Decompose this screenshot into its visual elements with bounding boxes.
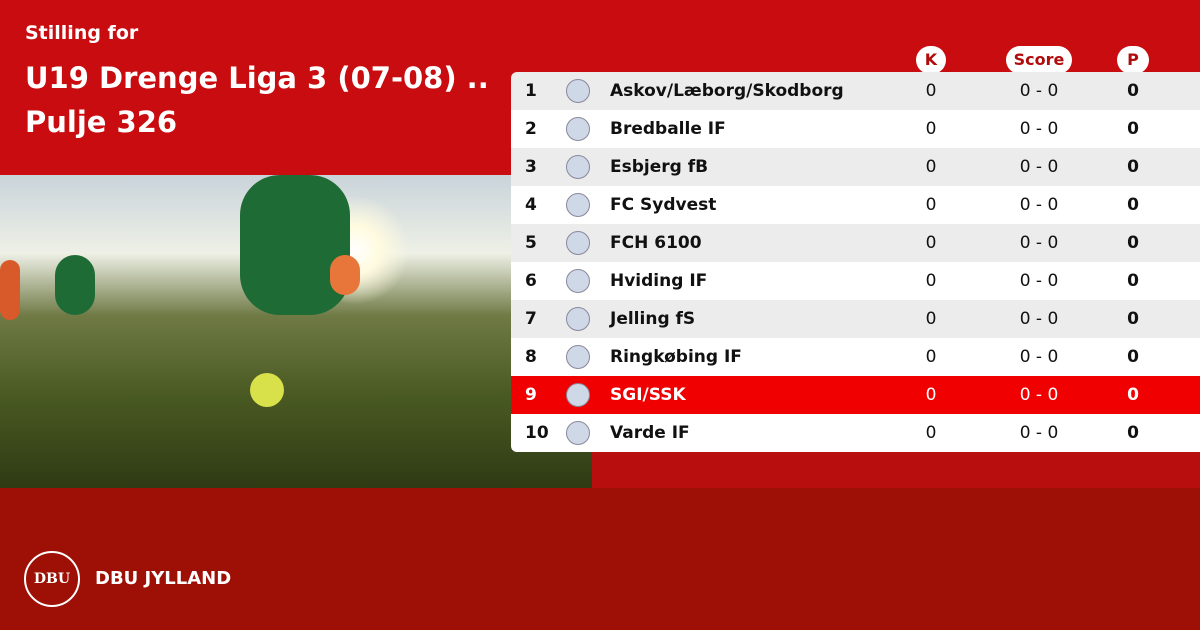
table-row[interactable]: 9 SGI/SSK 0 0 - 0 0: [511, 376, 1200, 414]
table-row[interactable]: 5 FCH 6100 0 0 - 0 0: [511, 224, 1200, 262]
position: 4: [525, 195, 537, 215]
team-logo-icon: [566, 231, 590, 255]
score-value: 0 - 0: [1019, 195, 1059, 215]
k-value: 0: [925, 309, 937, 329]
score-value: 0 - 0: [1019, 385, 1059, 405]
team-name: FCH 6100: [610, 233, 702, 253]
team-logo-icon: [566, 421, 590, 445]
points-value: 0: [1127, 157, 1139, 177]
team-name: FC Sydvest: [610, 195, 717, 215]
team-name: Askov/Læborg/Skodborg: [610, 81, 844, 101]
score-value: 0 - 0: [1019, 157, 1059, 177]
table-row[interactable]: 3 Esbjerg fB 0 0 - 0 0: [511, 148, 1200, 186]
team-name: Ringkøbing IF: [610, 347, 742, 367]
dbu-logo: DBU: [24, 551, 80, 607]
points-value: 0: [1127, 385, 1139, 405]
points-value: 0: [1127, 423, 1139, 443]
points-value: 0: [1127, 271, 1139, 291]
k-value: 0: [925, 271, 937, 291]
k-value: 0: [925, 119, 937, 139]
team-logo-icon: [566, 269, 590, 293]
position: 1: [525, 81, 537, 101]
points-value: 0: [1127, 347, 1139, 367]
team-name: Hviding IF: [610, 271, 708, 291]
score-value: 0 - 0: [1019, 271, 1059, 291]
standings-table: 1 Askov/Læborg/Skodborg 0 0 - 0 0 2 Bredballe …: [511, 72, 1200, 452]
k-value: 0: [925, 233, 937, 253]
team-logo-icon: [566, 79, 590, 103]
position: 5: [525, 233, 537, 253]
table-row[interactable]: 4 FC Sydvest 0 0 - 0 0: [511, 186, 1200, 224]
k-value: 0: [925, 385, 937, 405]
points-value: 0: [1127, 81, 1139, 101]
score-value: 0 - 0: [1019, 309, 1059, 329]
points-value: 0: [1127, 195, 1139, 215]
k-value: 0: [925, 195, 937, 215]
brand-name: DBU JYLLAND: [95, 568, 232, 589]
team-name: Esbjerg fB: [610, 157, 709, 177]
position: 7: [525, 309, 537, 329]
football-photo: [0, 175, 592, 488]
team-logo-icon: [566, 383, 590, 407]
score-value: 0 - 0: [1019, 423, 1059, 443]
k-value: 0: [925, 347, 937, 367]
table-row[interactable]: 7 Jelling fS 0 0 - 0 0: [511, 300, 1200, 338]
table-row[interactable]: 2 Bredballe IF 0 0 - 0 0: [511, 110, 1200, 148]
column-header-score: Score: [1006, 46, 1072, 74]
column-header-p: P: [1117, 46, 1149, 74]
position: 3: [525, 157, 537, 177]
team-logo-icon: [566, 345, 590, 369]
points-value: 0: [1127, 233, 1139, 253]
page-title: U19 Drenge Liga 3 (07-08) .. Pulje 326: [25, 61, 489, 139]
subtitle: Stilling for: [25, 22, 139, 44]
team-name: Jelling fS: [610, 309, 696, 329]
team-name: Varde IF: [610, 423, 690, 443]
table-row[interactable]: 8 Ringkøbing IF 0 0 - 0 0: [511, 338, 1200, 376]
team-logo-icon: [566, 155, 590, 179]
position: 10: [525, 423, 549, 443]
k-value: 0: [925, 157, 937, 177]
score-value: 0 - 0: [1019, 119, 1059, 139]
score-value: 0 - 0: [1019, 81, 1059, 101]
team-name: SGI/SSK: [610, 385, 686, 405]
table-row[interactable]: 6 Hviding IF 0 0 - 0 0: [511, 262, 1200, 300]
position: 2: [525, 119, 537, 139]
team-logo-icon: [566, 307, 590, 331]
table-row[interactable]: 10 Varde IF 0 0 - 0 0: [511, 414, 1200, 452]
k-value: 0: [925, 81, 937, 101]
points-value: 0: [1127, 119, 1139, 139]
k-value: 0: [925, 423, 937, 443]
team-name: Bredballe IF: [610, 119, 726, 139]
team-logo-icon: [566, 193, 590, 217]
column-header-k: K: [916, 46, 946, 74]
position: 9: [525, 385, 537, 405]
position: 6: [525, 271, 537, 291]
position: 8: [525, 347, 537, 367]
score-value: 0 - 0: [1019, 233, 1059, 253]
points-value: 0: [1127, 309, 1139, 329]
table-row[interactable]: 1 Askov/Læborg/Skodborg 0 0 - 0 0: [511, 72, 1200, 110]
score-value: 0 - 0: [1019, 347, 1059, 367]
team-logo-icon: [566, 117, 590, 141]
